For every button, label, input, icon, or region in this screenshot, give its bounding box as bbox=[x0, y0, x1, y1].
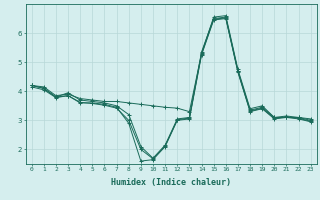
X-axis label: Humidex (Indice chaleur): Humidex (Indice chaleur) bbox=[111, 178, 231, 187]
